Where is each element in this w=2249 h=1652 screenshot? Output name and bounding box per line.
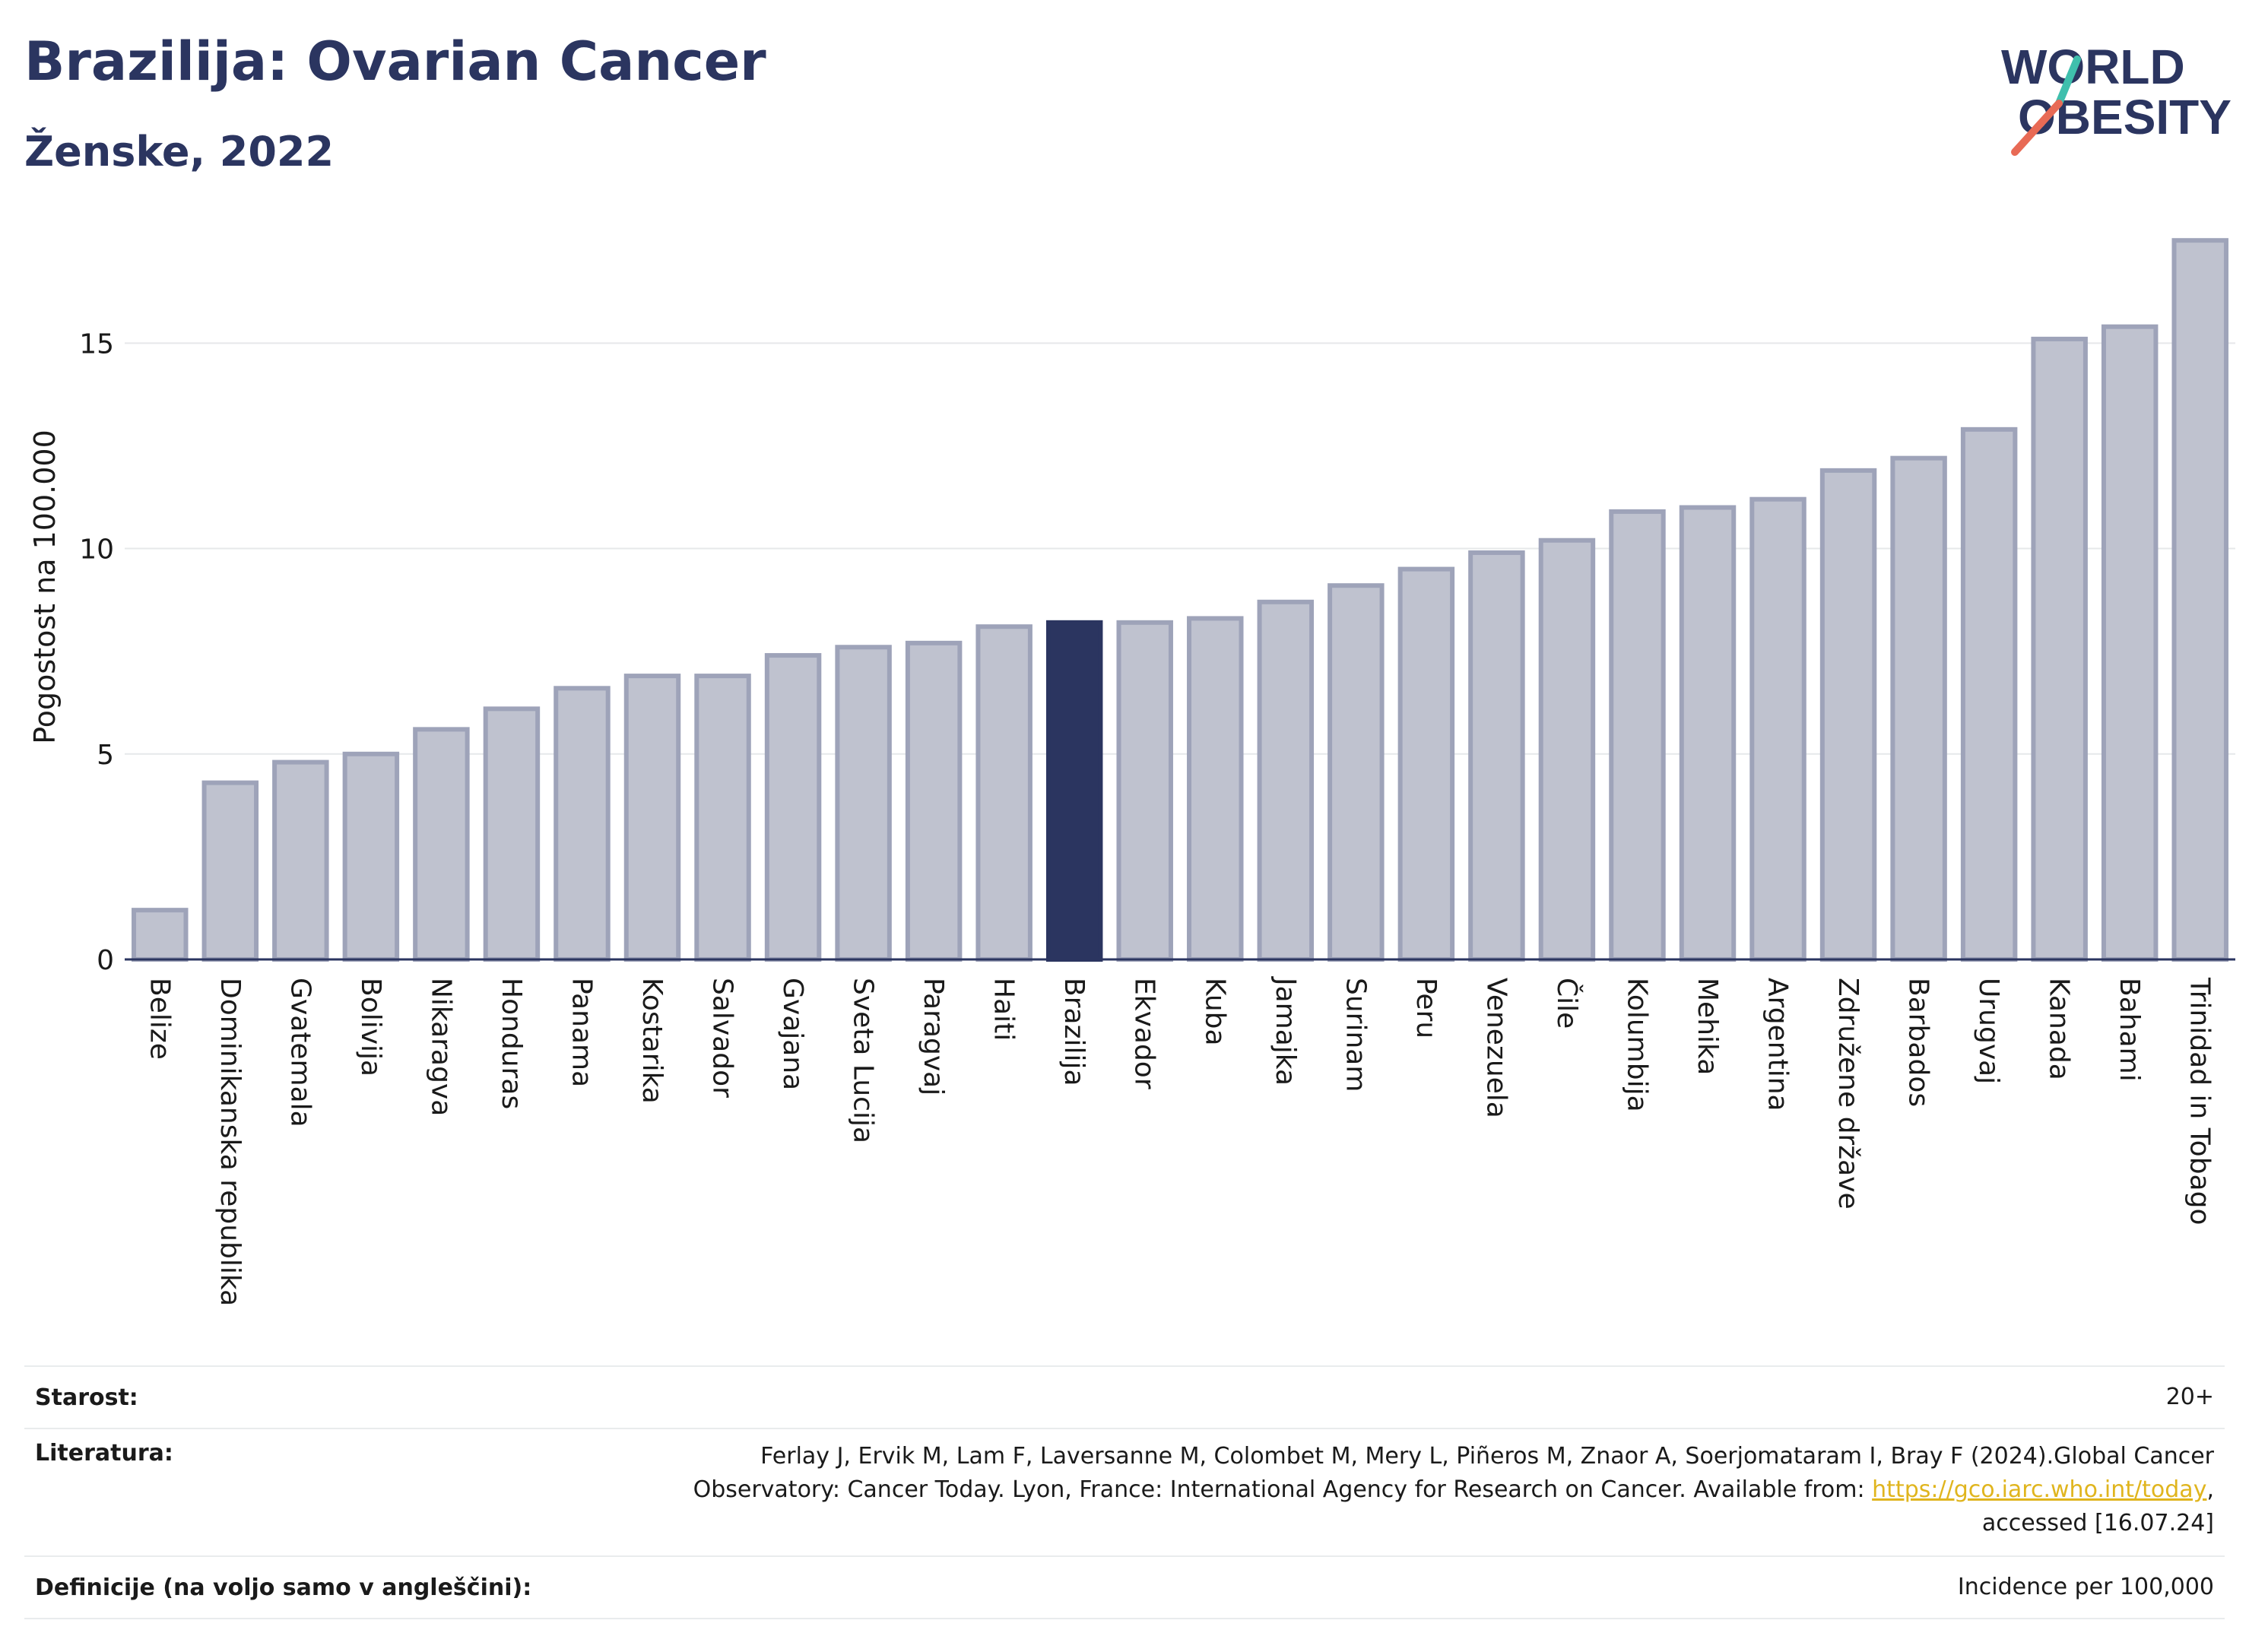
bar-mehika bbox=[1679, 505, 1737, 962]
bar-barbados bbox=[1890, 455, 1947, 962]
literature-line-2-text: Observatory: Cancer Today. Lyon, France:… bbox=[693, 1476, 1873, 1503]
x-tick-label: Kolumbija bbox=[1621, 978, 1652, 1112]
bar-surinam bbox=[1328, 583, 1385, 962]
x-tick-label: Haiti bbox=[988, 978, 1020, 1041]
age-value: 20+ bbox=[2165, 1384, 2214, 1410]
bars bbox=[132, 238, 2228, 962]
bar-salvador bbox=[694, 674, 751, 962]
bar-peru bbox=[1397, 566, 1455, 962]
x-tick-label: Kostarika bbox=[636, 978, 668, 1104]
x-tick-label: Čile bbox=[1551, 978, 1583, 1029]
literature-text: Ferlay J, Ervik M, Lam F, Laversanne M, … bbox=[693, 1440, 2214, 1540]
y-axis-label: Pogostost na 100.000 bbox=[28, 430, 62, 744]
x-tick-label: Honduras bbox=[496, 978, 527, 1109]
y-tick-label: 15 bbox=[79, 328, 114, 360]
chart-subtitle: Ženske, 2022 bbox=[24, 128, 335, 176]
bar-kanada bbox=[2031, 336, 2088, 962]
definitions-label: Definicije (na voljo samo v angleščini): bbox=[35, 1574, 532, 1601]
bar-gvajana bbox=[764, 653, 822, 962]
chart-title: Brazilija: Ovarian Cancer bbox=[24, 30, 766, 93]
literature-link[interactable]: https://gco.iarc.who.int/today bbox=[1872, 1476, 2207, 1503]
bar-haiti bbox=[975, 624, 1033, 962]
bar-dominikanska-republika bbox=[201, 780, 259, 962]
grid-lines bbox=[125, 342, 2235, 755]
metadata-table: Starost: 20+ Literatura: Ferlay J, Ervik… bbox=[24, 1365, 2225, 1619]
definitions-value: Incidence per 100,000 bbox=[1957, 1574, 2214, 1600]
x-tick-label: Jamajka bbox=[1270, 976, 1301, 1086]
x-tick-label: Trinidad in Tobago bbox=[2184, 977, 2216, 1225]
x-tick-label: Panama bbox=[566, 978, 597, 1087]
logo-line2: OBESITY bbox=[2018, 90, 2232, 144]
x-tick-label: Mehika bbox=[1692, 978, 1723, 1075]
literature-comma: , bbox=[2206, 1476, 2214, 1503]
meta-row-literature: Literatura: Ferlay J, Ervik M, Lam F, La… bbox=[24, 1429, 2225, 1557]
bar-argentina bbox=[1749, 496, 1806, 962]
bar-chart: 0 5 10 15 Belize Dominikanska republika Gvate… bbox=[28, 238, 2235, 1306]
bar-urugvaj bbox=[1960, 426, 2018, 962]
x-tick-label: Bolivija bbox=[355, 978, 386, 1076]
bar-brazilija bbox=[1045, 620, 1103, 962]
bar-paragvaj bbox=[905, 640, 963, 962]
age-label: Starost: bbox=[35, 1384, 138, 1411]
x-tick-label: Salvador bbox=[707, 978, 738, 1098]
x-tick-label: Urugvaj bbox=[1973, 978, 2004, 1084]
literature-line-2: Observatory: Cancer Today. Lyon, France:… bbox=[693, 1473, 2214, 1507]
logo-slash-red bbox=[2011, 100, 2063, 156]
x-tick-label: Združene države bbox=[1832, 978, 1864, 1210]
x-tick-label: Venezuela bbox=[1480, 978, 1511, 1118]
bar-panama bbox=[554, 686, 611, 962]
x-tick-label: Surinam bbox=[1340, 978, 1371, 1092]
x-tick-label: Peru bbox=[1410, 978, 1442, 1038]
logo-line1: WORLD bbox=[2001, 40, 2185, 94]
logo-slash-teal bbox=[2055, 55, 2081, 107]
x-tick-label: Nikaragva bbox=[425, 978, 456, 1116]
x-tick-label: Sveta Lucija bbox=[848, 978, 879, 1143]
x-tick-label: Kuba bbox=[1199, 978, 1230, 1046]
bar-bolivija bbox=[342, 751, 400, 962]
bar-kuba bbox=[1187, 616, 1244, 962]
x-tick-label: Bahami bbox=[2114, 978, 2145, 1082]
bar-gvatemala bbox=[272, 759, 329, 962]
y-tick-label: 10 bbox=[79, 534, 114, 566]
y-tick-label: 5 bbox=[97, 740, 114, 771]
literature-line-3: accessed [16.07.24] bbox=[1981, 1510, 2214, 1536]
bar-ekvador bbox=[1116, 620, 1173, 962]
bar-kostarika bbox=[623, 674, 681, 962]
literature-label: Literatura: bbox=[35, 1440, 173, 1467]
x-tick-label: Gvatemala bbox=[284, 978, 316, 1127]
y-tick-label: 0 bbox=[97, 945, 114, 976]
x-tick-label: Paragvaj bbox=[918, 978, 949, 1096]
x-tick-label: Kanada bbox=[2044, 978, 2075, 1080]
bar-sveta-lucija bbox=[835, 645, 892, 962]
bar-honduras bbox=[483, 706, 541, 962]
x-tick-label: Belize bbox=[144, 978, 175, 1060]
x-tick-label: Dominikanska republika bbox=[214, 978, 246, 1306]
bar-čile bbox=[1538, 537, 1596, 962]
meta-row-definitions: Definicije (na voljo samo v angleščini):… bbox=[24, 1557, 2225, 1619]
x-tick-label: Gvajana bbox=[777, 978, 808, 1090]
bar-bahami bbox=[2101, 324, 2159, 962]
bar-venezuela bbox=[1468, 550, 1525, 962]
bar-belize bbox=[132, 908, 189, 962]
x-tick-label: Brazilija bbox=[1058, 978, 1090, 1086]
bar-združene-države bbox=[1819, 468, 1877, 962]
bar-trinidad-in-tobago bbox=[2171, 238, 2228, 962]
literature-line-1: Ferlay J, Ervik M, Lam F, Laversanne M, … bbox=[760, 1443, 2214, 1470]
x-tick-label: Barbados bbox=[1903, 978, 1934, 1107]
bar-nikaragva bbox=[413, 727, 470, 962]
x-tick-labels: Belize Dominikanska republika Gvatemala Bol… bbox=[144, 976, 2215, 1306]
x-tick-label: Argentina bbox=[1762, 978, 1794, 1111]
x-tick-label: Ekvador bbox=[1129, 978, 1160, 1089]
y-tick-labels: 0 5 10 15 bbox=[79, 328, 114, 976]
world-obesity-logo: WORLD OBESITY bbox=[2001, 40, 2232, 156]
meta-row-age: Starost: 20+ bbox=[24, 1367, 2225, 1429]
bar-jamajka bbox=[1257, 599, 1315, 962]
bar-kolumbija bbox=[1609, 509, 1666, 962]
